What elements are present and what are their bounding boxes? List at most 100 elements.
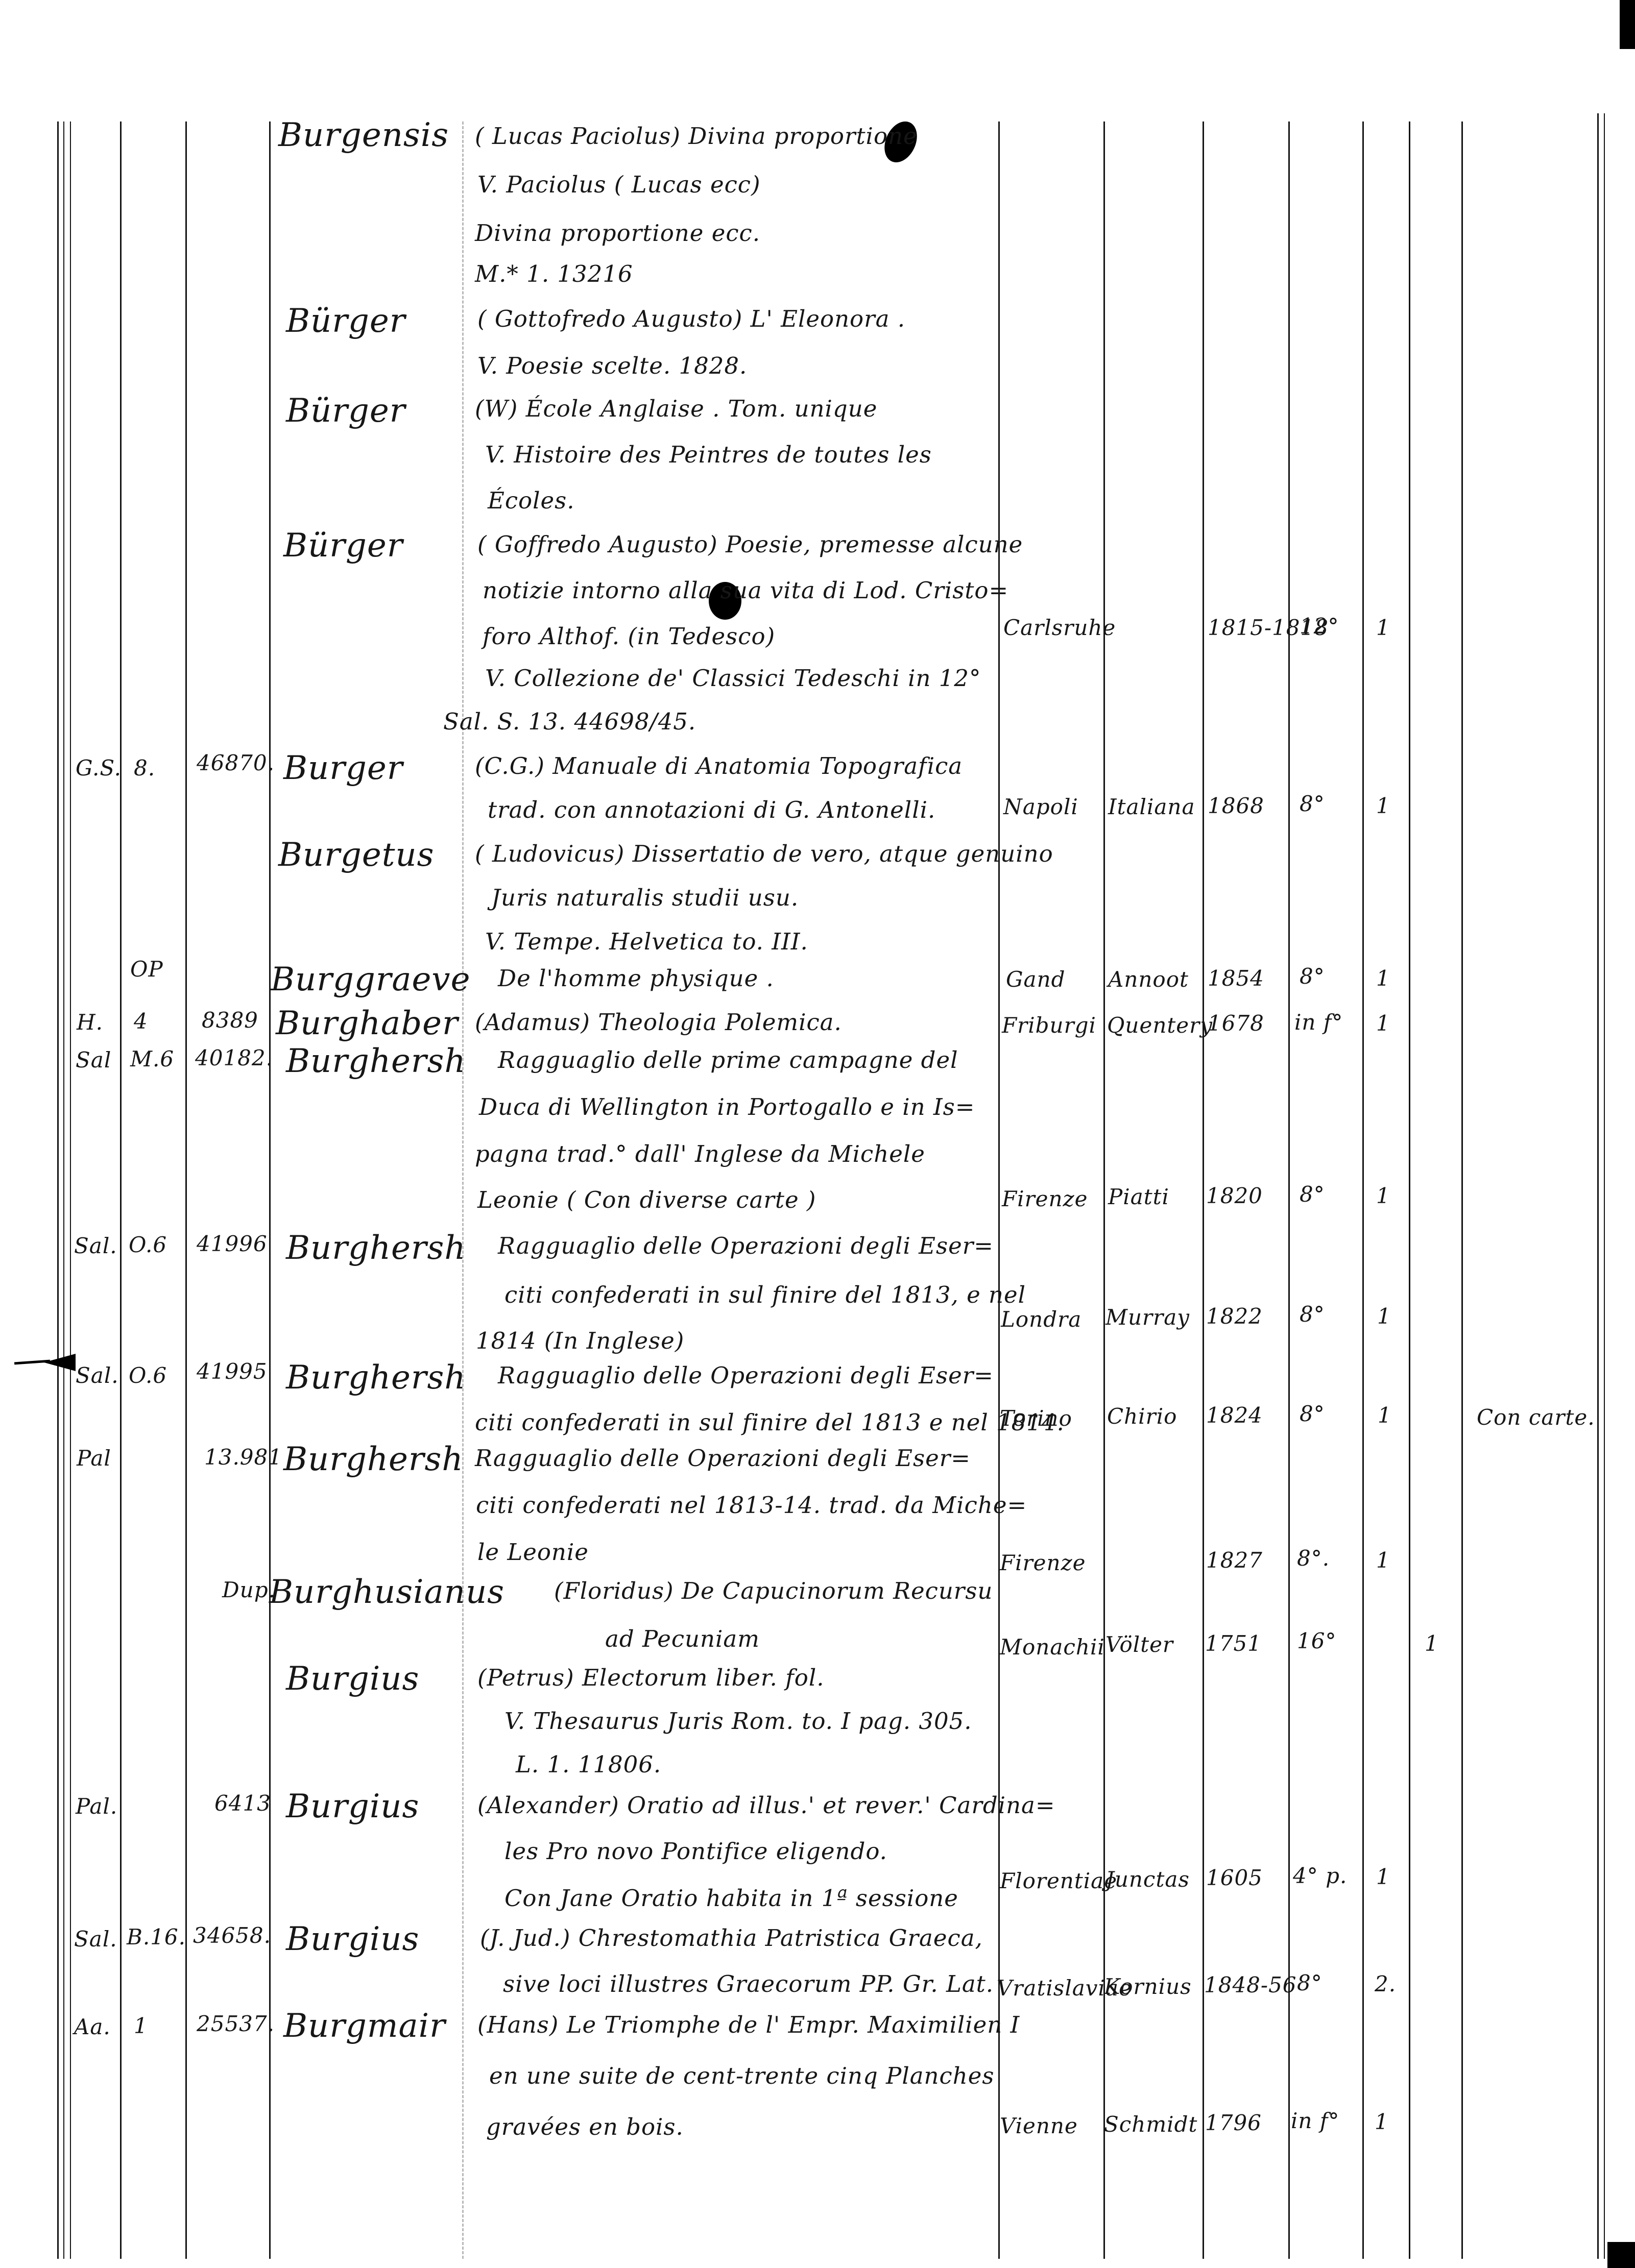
- entry-author: Bürger: [286, 392, 406, 430]
- right-margin-rule-2: [1604, 113, 1605, 2259]
- title-line: sive loci illustres Graecorum PP. Gr. La…: [503, 1970, 994, 1997]
- title-line: Ragguaglio delle Operazioni degli Eser=: [498, 1362, 994, 1389]
- imprint-copies: 1: [1377, 1304, 1391, 1329]
- shelf-mark: O.6: [129, 1363, 167, 1388]
- imprint-publisher: Schmidt: [1104, 2112, 1198, 2137]
- entry-author: Burghersh: [283, 1441, 464, 1478]
- title-line: citi confederati in sul finire del 1813 …: [475, 1409, 1065, 1436]
- column-rule-number: [269, 121, 271, 2259]
- imprint-place: Florentiae: [1000, 1868, 1118, 1893]
- title-line: en une suite de cent-trente cinq Planche…: [489, 2062, 995, 2089]
- imprint-place: Gand: [1006, 967, 1066, 992]
- title-line: 1814 (In Inglese): [476, 1327, 685, 1354]
- imprint-format: 4° p.: [1293, 1863, 1348, 1888]
- entry-author: Burghersh: [286, 1229, 466, 1267]
- imprint-format: 8°: [1297, 1970, 1323, 1995]
- imprint-copies: 1: [1376, 1864, 1390, 1889]
- title-line: (Adamus) Theologia Polemica.: [475, 1009, 842, 1036]
- title-line: Divina proportione ecc.: [475, 220, 761, 247]
- accession-number: 34658.: [193, 1923, 271, 1948]
- collection-mark: Sal.: [74, 1233, 117, 1258]
- imprint-publisher: Murray: [1105, 1305, 1190, 1330]
- imprint-format: 16°: [1297, 1628, 1337, 1653]
- column-rule-year: [1203, 121, 1204, 2259]
- imprint-copies: 1: [1376, 1548, 1390, 1573]
- imprint-format: 8°.: [1297, 1546, 1330, 1571]
- shelf-mark: OP: [130, 957, 163, 982]
- title-line: (W) École Anglaise . Tom. unique: [475, 395, 878, 422]
- entry-author: Burgius: [286, 1660, 420, 1698]
- imprint-copies: 2.: [1375, 1971, 1397, 1996]
- title-line: Leonie ( Con diverse carte ): [477, 1186, 816, 1213]
- title-line: (C.G.) Manuale di Anatomia Topografica: [475, 752, 963, 779]
- imprint-copies: 1: [1378, 1403, 1392, 1428]
- entry-author: Burggraeve: [271, 961, 471, 998]
- title-line: Ragguaglio delle prime campagne del: [498, 1046, 958, 1074]
- collection-mark: Pal: [77, 1446, 111, 1471]
- entry-author: Burger: [283, 749, 403, 787]
- title-line: Juris naturalis studii usu.: [491, 884, 799, 911]
- accession-number: 46870.: [197, 750, 275, 775]
- title-line: citi confederati nel 1813-14. trad. da M…: [476, 1492, 1027, 1519]
- shelf-mark: M.6: [130, 1046, 175, 1071]
- imprint-place: Vienne: [1000, 2113, 1078, 2138]
- accession-number: 8389: [202, 1008, 258, 1033]
- imprint-year: 1824: [1206, 1403, 1263, 1428]
- title-line: V. Paciolus ( Lucas ecc): [477, 171, 761, 198]
- imprint-copies: 1: [1376, 966, 1390, 991]
- imprint-place: Carlsruhe: [1003, 615, 1116, 640]
- imprint-publisher: Piatti: [1108, 1184, 1169, 1209]
- imprint-note: Con carte.: [1477, 1405, 1595, 1430]
- collection-mark: Sal.: [76, 1363, 119, 1388]
- title-line: (Petrus) Electorum liber. fol.: [477, 1664, 825, 1691]
- accession-number: 6413: [214, 1791, 271, 1816]
- imprint-place: Friburgi: [1002, 1013, 1096, 1038]
- column-rule-format: [1288, 121, 1290, 2259]
- title-line: Sal. S. 13. 44698/45.: [443, 708, 696, 735]
- entry-author: Burghusianus: [269, 1573, 504, 1611]
- imprint-copies: 1: [1376, 1183, 1390, 1208]
- imprint-copies: 1: [1376, 615, 1390, 640]
- left-margin-rule-1: [57, 121, 59, 2259]
- title-line: (Alexander) Oratio ad illus.' et rever.'…: [477, 1792, 1055, 1819]
- imprint-year: 1854: [1208, 966, 1264, 991]
- column-rule-copies2: [1409, 121, 1410, 2259]
- title-line: De l'homme physique .: [498, 965, 774, 992]
- imprint-copies: 1: [1376, 793, 1390, 818]
- duplicate-mark: Dup.: [222, 1577, 276, 1602]
- collection-mark: Sal: [76, 1047, 112, 1072]
- imprint-place: Firenze: [1002, 1186, 1088, 1211]
- collection-mark: Sal.: [74, 1926, 117, 1952]
- imprint-publisher: Junctas: [1105, 1867, 1190, 1892]
- left-margin-rule-2: [63, 121, 64, 2259]
- imprint-format: 8°: [1300, 964, 1325, 989]
- imprint-publisher: Chirio: [1107, 1404, 1177, 1429]
- imprint-year: 1868: [1208, 793, 1264, 818]
- entry-author: Burgius: [286, 1920, 420, 1958]
- title-line: Con Jane Oratio habita in 1ª sessione: [504, 1885, 958, 1912]
- title-line: le Leonie: [477, 1539, 589, 1566]
- imprint-year: 1820: [1206, 1183, 1263, 1208]
- title-line: V. Poesie scelte. 1828.: [477, 352, 748, 379]
- collection-mark: G.S.: [76, 755, 122, 781]
- column-rule-copies: [1362, 121, 1364, 2259]
- imprint-format: 8°: [1300, 1401, 1325, 1426]
- title-line: les Pro novo Pontifice eligendo.: [504, 1838, 887, 1865]
- imprint-format: in f°: [1294, 1010, 1343, 1035]
- imprint-copies2: 1: [1425, 1631, 1439, 1656]
- imprint-publisher: Kornius: [1104, 1974, 1192, 1999]
- title-line: pagna trad.° dall' Inglese da Michele: [475, 1140, 925, 1167]
- imprint-publisher: Annoot: [1108, 967, 1189, 992]
- imprint-year: 1822: [1206, 1304, 1263, 1329]
- title-line: L. 1. 11806.: [516, 1751, 662, 1778]
- scan-mark-bottom-right: [1607, 2242, 1635, 2268]
- title-line: notizie intorno alla sua vita di Lod. Cr…: [483, 577, 1009, 604]
- accession-number: 40182.: [195, 1045, 273, 1070]
- accession-number: 13.981: [204, 1445, 282, 1470]
- imprint-place: Torino: [1000, 1406, 1072, 1431]
- title-line: trad. con annotazioni di G. Antonelli.: [488, 796, 936, 823]
- title-line: ( Lucas Paciolus) Divina proportione: [475, 123, 918, 150]
- entry-author: Bürger: [286, 302, 406, 340]
- title-line: foro Althof. (in Tedesco): [483, 623, 776, 650]
